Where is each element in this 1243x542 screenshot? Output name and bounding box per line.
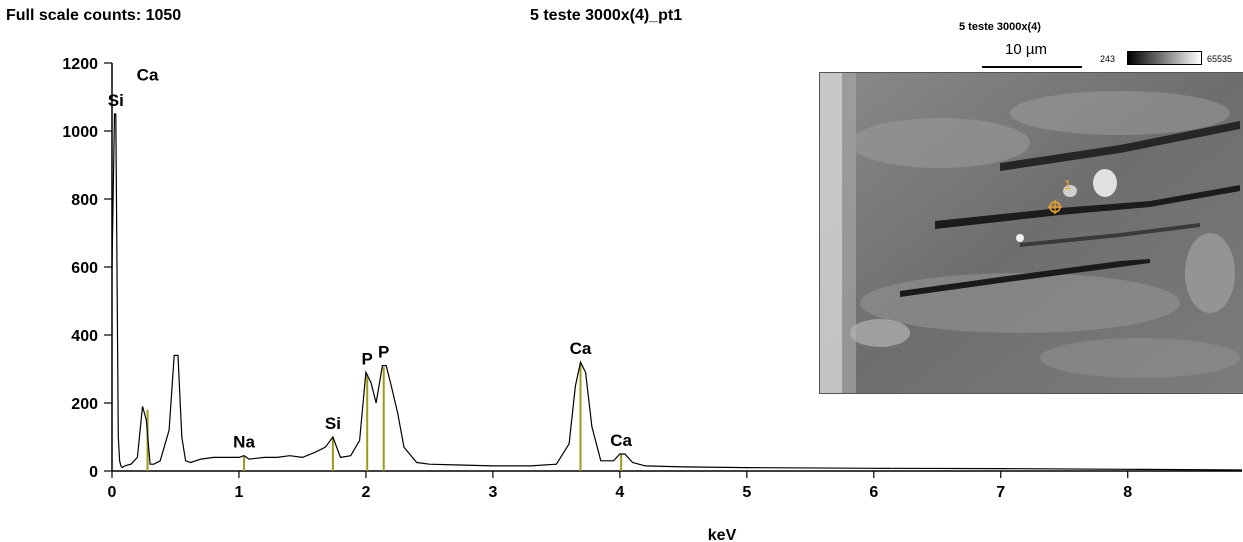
spectrum-title: 5 teste 3000x(4)_pt1 xyxy=(530,7,683,24)
x-tick-label: 3 xyxy=(488,484,497,501)
peak-label: P xyxy=(362,349,373,368)
x-tick-label: 4 xyxy=(615,484,624,501)
x-tick-label: 8 xyxy=(1123,484,1132,501)
analysis-point-label: 1 xyxy=(1064,177,1071,192)
x-tick-label: 2 xyxy=(361,484,370,501)
grayscale-colorbar xyxy=(1127,51,1202,65)
y-tick-label: 1000 xyxy=(62,124,98,141)
peak-label: Na xyxy=(233,433,255,452)
sem-micrograph[interactable]: 1 xyxy=(819,72,1243,394)
y-tick-label: 400 xyxy=(71,328,98,345)
peak-label: Si xyxy=(108,91,124,110)
y-tick-label: 800 xyxy=(71,192,98,209)
sem-image-title: 5 teste 3000x(4) xyxy=(959,21,1041,33)
colorbar-min-label: 243 xyxy=(1100,54,1116,64)
sem-image: 1 xyxy=(820,73,1243,393)
x-tick-label: 6 xyxy=(869,484,878,501)
x-axis-title: keV xyxy=(708,527,737,542)
y-tick-label: 600 xyxy=(71,260,98,277)
peak-label: P xyxy=(378,343,389,362)
y-tick-label: 1200 xyxy=(62,56,98,73)
colorbar-max-label: 65535 xyxy=(1207,54,1233,64)
y-tick-label: 200 xyxy=(71,396,98,413)
scale-bar xyxy=(982,66,1082,68)
full-scale-counts: Full scale counts: 1050 xyxy=(6,7,182,24)
spectrum-line xyxy=(111,113,1243,471)
x-tick-label: 0 xyxy=(108,484,117,501)
analysis-point-marker[interactable]: 1 xyxy=(1048,177,1071,214)
y-tick-label: 0 xyxy=(89,464,98,481)
x-tick-label: 1 xyxy=(235,484,244,501)
x-tick-label: 5 xyxy=(742,484,751,501)
peak-label: Ca xyxy=(610,431,632,450)
x-tick-label: 7 xyxy=(996,484,1005,501)
peak-label: Si xyxy=(325,414,341,433)
scale-bar-label: 10 µm xyxy=(1005,41,1047,58)
peak-label: Ca xyxy=(137,66,159,85)
peak-label: Ca xyxy=(570,339,592,358)
